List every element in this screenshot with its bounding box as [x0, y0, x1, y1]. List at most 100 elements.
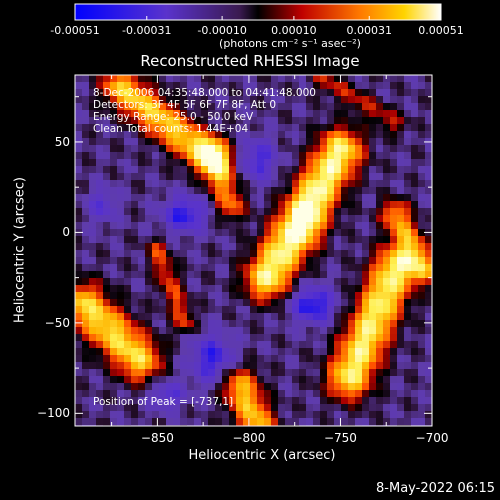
heatmap-cell	[383, 404, 391, 412]
heatmap-cell	[348, 236, 356, 244]
heatmap-cell	[376, 138, 384, 146]
heatmap-cell	[89, 306, 97, 314]
heatmap-cell	[110, 159, 118, 167]
heatmap-cell	[425, 89, 432, 97]
heatmap-cell	[173, 208, 181, 216]
heatmap-cell	[138, 313, 146, 321]
heatmap-cell	[306, 334, 314, 342]
heatmap-cell	[320, 208, 328, 216]
heatmap-cell	[425, 222, 432, 230]
heatmap-cell	[369, 159, 377, 167]
heatmap-cell	[124, 173, 132, 181]
heatmap-cell	[383, 271, 391, 279]
heatmap-cell	[383, 369, 391, 377]
heatmap-cell	[236, 271, 244, 279]
heatmap-cell	[103, 320, 111, 328]
heatmap-cell	[75, 250, 83, 258]
heatmap-cell	[215, 250, 223, 258]
heatmap-cell	[166, 145, 174, 153]
heatmap-cell	[285, 334, 293, 342]
heatmap-cell	[131, 362, 139, 370]
heatmap-cell	[327, 306, 335, 314]
heatmap-cell	[194, 418, 202, 426]
heatmap-cell	[96, 124, 104, 132]
heatmap-cell	[257, 404, 265, 412]
heatmap-cell	[145, 320, 153, 328]
heatmap-cell	[369, 355, 377, 363]
heatmap-cell	[110, 327, 118, 335]
heatmap-cell	[236, 180, 244, 188]
heatmap-cell	[264, 257, 272, 265]
heatmap-cell	[229, 194, 237, 202]
heatmap-cell	[138, 89, 146, 97]
heatmap-cell	[327, 299, 335, 307]
heatmap-cell	[96, 292, 104, 300]
heatmap-cell	[222, 243, 230, 251]
heatmap-cell	[215, 131, 223, 139]
heatmap-cell	[187, 89, 195, 97]
heatmap-cell	[103, 362, 111, 370]
heatmap-cell	[117, 271, 125, 279]
heatmap-cell	[187, 124, 195, 132]
heatmap-cell	[215, 313, 223, 321]
heatmap-cell	[96, 362, 104, 370]
heatmap-cell	[299, 383, 307, 391]
heatmap-cell	[271, 341, 279, 349]
heatmap-cell	[376, 369, 384, 377]
heatmap-cell	[369, 257, 377, 265]
heatmap-cell	[257, 215, 265, 223]
heatmap-cell	[124, 390, 132, 398]
heatmap-cell	[124, 215, 132, 223]
heatmap-cell	[187, 187, 195, 195]
heatmap-cell	[299, 236, 307, 244]
heatmap-cell	[222, 89, 230, 97]
heatmap-cell	[390, 285, 398, 293]
heatmap-cell	[334, 313, 342, 321]
heatmap-cell	[320, 229, 328, 237]
heatmap-cell	[145, 215, 153, 223]
heatmap-cell	[390, 320, 398, 328]
heatmap-cell	[362, 201, 370, 209]
heatmap-cell	[117, 159, 125, 167]
heatmap-cell	[173, 215, 181, 223]
heatmap-cell	[278, 376, 286, 384]
heatmap-cell	[145, 327, 153, 335]
heatmap-cell	[334, 208, 342, 216]
heatmap-cell	[369, 299, 377, 307]
heatmap-cell	[404, 89, 412, 97]
heatmap-cell	[257, 208, 265, 216]
heatmap-cell	[271, 187, 279, 195]
heatmap-cell	[180, 208, 188, 216]
heatmap-cell	[152, 75, 160, 83]
heatmap-cell	[124, 292, 132, 300]
heatmap-cell	[131, 243, 139, 251]
heatmap-cell	[306, 278, 314, 286]
heatmap-cell	[243, 299, 251, 307]
heatmap-cell	[320, 341, 328, 349]
heatmap-cell	[82, 222, 90, 230]
heatmap-cell	[271, 194, 279, 202]
heatmap-cell	[411, 243, 419, 251]
y-axis-label: Heliocentric Y (arcsec)	[12, 177, 28, 323]
heatmap-cell	[194, 257, 202, 265]
heatmap-cell	[124, 89, 132, 97]
heatmap-cell	[306, 306, 314, 314]
heatmap-cell	[187, 243, 195, 251]
heatmap-cell	[348, 187, 356, 195]
heatmap-cell	[124, 278, 132, 286]
heatmap-cell	[236, 376, 244, 384]
heatmap-cell	[208, 173, 216, 181]
heatmap-cell	[103, 376, 111, 384]
heatmap-cell	[201, 250, 209, 258]
heatmap-cell	[145, 82, 153, 90]
heatmap-cell	[103, 89, 111, 97]
heatmap-cell	[243, 173, 251, 181]
heatmap-cell	[376, 411, 384, 419]
heatmap-cell	[313, 180, 321, 188]
heatmap-cell	[397, 362, 405, 370]
heatmap-cell	[397, 187, 405, 195]
heatmap-cell	[243, 145, 251, 153]
heatmap-cell	[208, 341, 216, 349]
heatmap-cell	[82, 418, 90, 426]
heatmap-cell	[117, 229, 125, 237]
